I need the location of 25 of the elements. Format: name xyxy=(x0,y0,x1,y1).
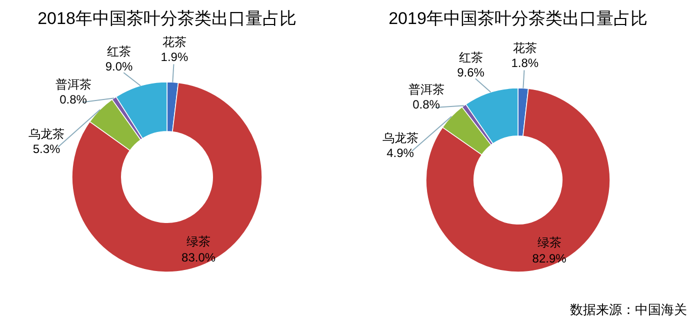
chart-title: 2019年中国茶叶分茶类出口量占比 xyxy=(388,9,648,28)
chart-title: 2018年中国茶叶分茶类出口量占比 xyxy=(38,9,296,28)
source-note: 数据来源：中国海关 xyxy=(570,302,687,317)
data-label: 1.9% xyxy=(160,50,188,64)
slice-label: 普洱茶 xyxy=(55,77,92,92)
data-label: 1.8% xyxy=(511,56,539,70)
slice-label: 普洱茶 xyxy=(408,82,444,97)
data-label: 9.6% xyxy=(457,66,485,80)
data-label: 9.0% xyxy=(105,60,134,74)
slice-label: 花茶 xyxy=(162,35,186,50)
slice-label: 红茶 xyxy=(458,50,483,64)
data-label: 4.9% xyxy=(386,146,414,160)
data-label: 83.0% xyxy=(182,250,216,265)
data-label: 82.9% xyxy=(532,251,567,266)
slice-label: 乌龙茶 xyxy=(28,126,64,141)
slice-label: 乌龙茶 xyxy=(382,130,418,145)
slice-label: 红茶 xyxy=(107,44,132,59)
donut-slice xyxy=(89,99,142,151)
data-label: 5.3% xyxy=(32,142,60,156)
donut-slice xyxy=(442,106,492,156)
data-label: 0.8% xyxy=(60,92,88,106)
slice-label: 绿茶 xyxy=(537,235,562,250)
data-label: 0.8% xyxy=(412,98,440,112)
slice-label: 绿茶 xyxy=(186,234,211,249)
slice-label: 花茶 xyxy=(512,41,537,56)
